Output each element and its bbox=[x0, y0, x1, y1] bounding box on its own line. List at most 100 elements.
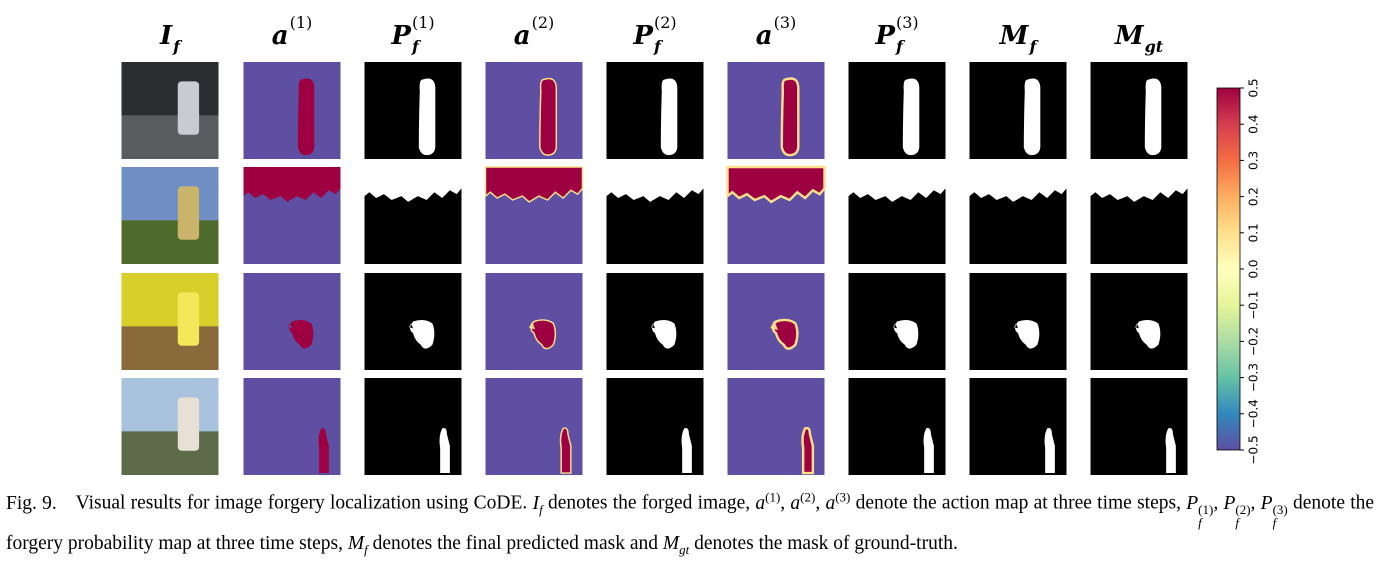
colorbar-tick-label: −0.1 bbox=[1247, 291, 1261, 320]
math-base: M bbox=[662, 532, 680, 554]
colorbar-tick-label: −0.5 bbox=[1247, 435, 1261, 464]
caption-math: Mf bbox=[347, 532, 368, 557]
caption-math: P (3) f bbox=[1260, 492, 1288, 529]
math-sup: (1) bbox=[765, 489, 781, 504]
header-sup: (2) bbox=[532, 13, 555, 32]
colorbar bbox=[1216, 87, 1241, 451]
tile bbox=[485, 378, 583, 475]
colorbar-tick-label: 0.1 bbox=[1247, 223, 1261, 242]
tile bbox=[243, 167, 341, 264]
caption-math: P (1) f bbox=[1186, 492, 1213, 529]
tile bbox=[243, 62, 341, 159]
photo-ground bbox=[121, 326, 219, 370]
header-sub: f bbox=[172, 37, 183, 56]
colorbar-tick-label: 0.3 bbox=[1247, 151, 1261, 170]
photo-object bbox=[177, 81, 200, 135]
tile-mask bbox=[418, 78, 436, 156]
header-base: P bbox=[874, 21, 896, 51]
header-base: a bbox=[756, 21, 773, 51]
tile bbox=[484, 166, 584, 264]
column-header: a (3) bbox=[756, 13, 797, 51]
tile bbox=[121, 62, 219, 159]
math-sub: f bbox=[364, 541, 368, 557]
header-base: M bbox=[1114, 21, 1145, 51]
tile bbox=[727, 378, 825, 475]
photo-ground bbox=[121, 431, 219, 475]
math-base: P bbox=[1186, 492, 1199, 514]
math-base: a bbox=[825, 492, 836, 514]
header-base: a bbox=[272, 21, 289, 51]
tile-mask bbox=[660, 78, 678, 156]
tile bbox=[969, 62, 1067, 159]
tile-bg bbox=[485, 62, 583, 159]
tile bbox=[969, 273, 1067, 370]
tile bbox=[121, 167, 219, 264]
tile-mask bbox=[1144, 78, 1162, 156]
photo-object bbox=[177, 292, 200, 346]
colorbar-tick-label: −0.3 bbox=[1247, 363, 1261, 392]
photo-ground bbox=[121, 220, 219, 264]
caption-text: denotes the forged image, bbox=[547, 492, 751, 514]
colorbar-tick-label: −0.2 bbox=[1247, 327, 1261, 356]
tile bbox=[1090, 378, 1188, 475]
math-sub: f bbox=[1235, 514, 1239, 530]
tile-bg bbox=[1090, 62, 1188, 159]
tile bbox=[727, 62, 825, 159]
tile-mask bbox=[297, 78, 315, 156]
tile bbox=[121, 378, 219, 475]
tile-bg bbox=[606, 62, 704, 159]
colorbar-tick-label: −0.4 bbox=[1247, 399, 1261, 428]
column-header: a (1) bbox=[272, 13, 313, 51]
math-base: M bbox=[347, 532, 365, 554]
tile-bg bbox=[969, 62, 1067, 159]
tile bbox=[848, 273, 946, 370]
math-scripts: (1) f bbox=[1198, 503, 1213, 529]
math-base: P bbox=[1223, 492, 1236, 514]
tile-mask bbox=[902, 78, 920, 156]
header-sup: (2) bbox=[654, 13, 677, 32]
caption-text: , bbox=[780, 492, 786, 514]
header-base: M bbox=[999, 21, 1030, 51]
tile bbox=[848, 167, 946, 264]
caption-text: denote the action map at three time step… bbox=[855, 492, 1181, 514]
tile bbox=[243, 273, 341, 370]
tile-bg bbox=[848, 62, 946, 159]
header-base: P bbox=[632, 21, 654, 51]
tile bbox=[606, 167, 704, 264]
header-sup: (1) bbox=[412, 13, 435, 32]
tile bbox=[606, 273, 704, 370]
tile bbox=[364, 167, 462, 264]
header-sub: gt bbox=[1145, 37, 1164, 56]
math-base: P bbox=[1260, 492, 1273, 514]
tile-mask bbox=[1023, 78, 1041, 156]
tile bbox=[243, 378, 341, 475]
math-sup: (2) bbox=[1235, 501, 1251, 517]
colorbar-tick-label: 0.5 bbox=[1247, 78, 1261, 97]
header-sub: f bbox=[895, 37, 906, 56]
tile bbox=[485, 62, 583, 159]
caption-math: a(1) bbox=[755, 489, 780, 514]
math-sup: (1) bbox=[1198, 501, 1214, 517]
tile bbox=[727, 273, 825, 370]
math-sub: f bbox=[1198, 514, 1202, 530]
caption-text: , bbox=[1250, 492, 1256, 514]
header-base: I bbox=[159, 21, 173, 51]
caption: Fig. 9. Visual results for image forgery… bbox=[6, 482, 1374, 564]
math-base: a bbox=[790, 492, 801, 514]
tile bbox=[848, 62, 946, 159]
tile bbox=[364, 378, 462, 475]
tile bbox=[364, 273, 462, 370]
caption-math: Mgt bbox=[662, 532, 689, 557]
tile bbox=[1090, 167, 1188, 264]
math-sup: (3) bbox=[835, 489, 851, 504]
column-header: P (2) f bbox=[632, 13, 676, 56]
caption-math: a(3) bbox=[825, 489, 850, 514]
caption-text: , bbox=[1213, 492, 1219, 514]
math-scripts: (2) f bbox=[1235, 503, 1250, 529]
caption-math: If bbox=[533, 493, 543, 517]
header-sup: (1) bbox=[290, 13, 313, 32]
